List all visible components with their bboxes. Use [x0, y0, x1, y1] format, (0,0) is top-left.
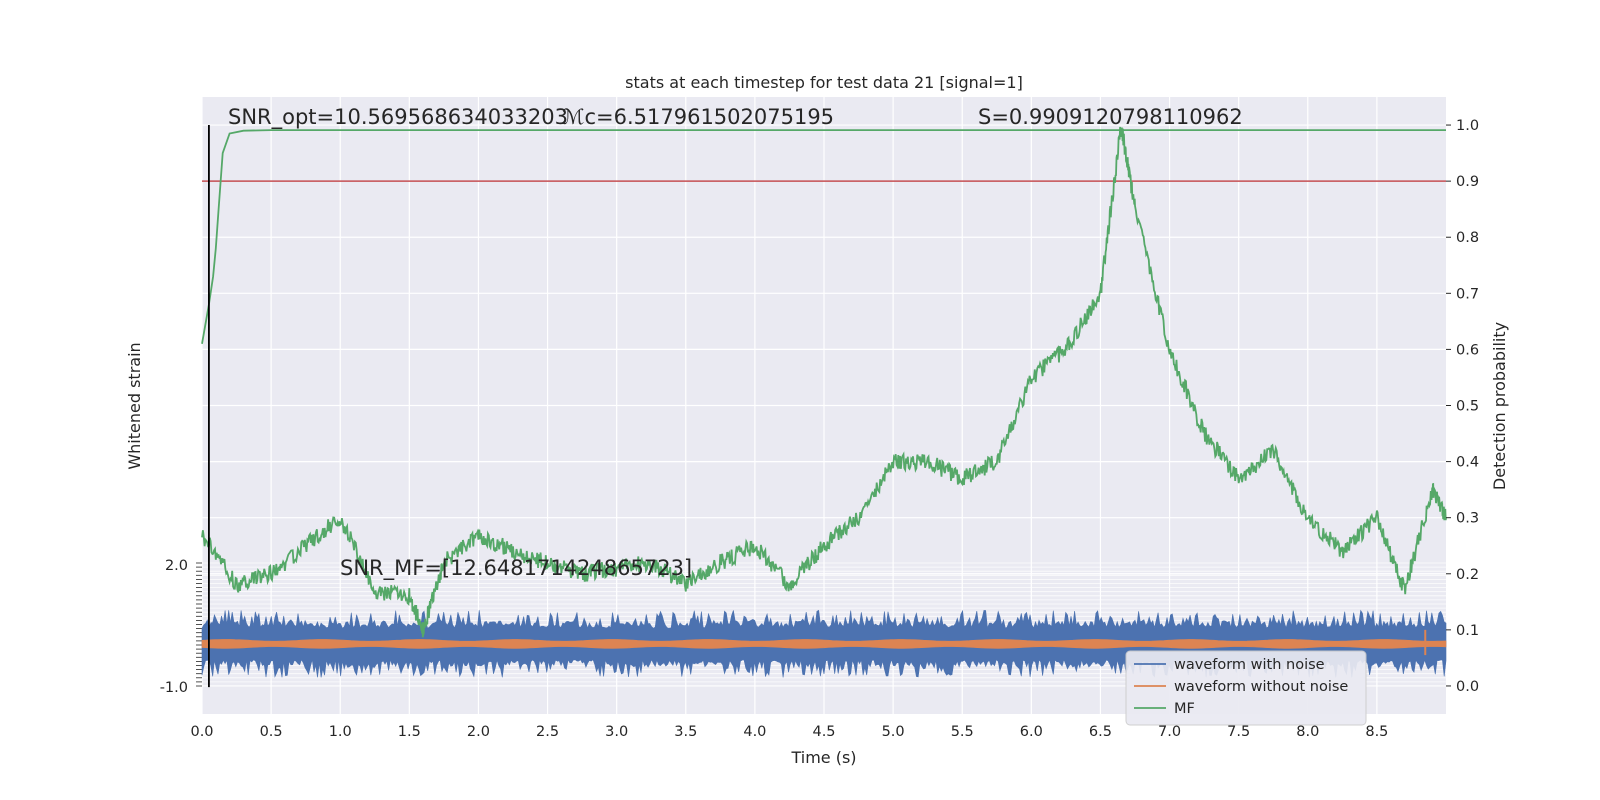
annotation-stat: S=0.9909120798110962	[978, 105, 1243, 129]
x-tick-label: 6.0	[1020, 724, 1043, 740]
legend-label-clean: waveform without noise	[1174, 679, 1348, 695]
annotation-chirp-mass: ℳc=6.517961502075195	[562, 105, 834, 129]
x-tick-label: 5.5	[951, 724, 974, 740]
right-tick-labels: 0.0 0.1 0.2 0.3 0.4 0.5 0.6 0.7 0.8 0.9 1.0	[1446, 118, 1479, 695]
right-tick-label: 0.9	[1456, 174, 1479, 190]
x-tick-label: 6.5	[1089, 724, 1112, 740]
x-axis-label: Time (s)	[790, 748, 856, 767]
legend-box	[1125, 650, 1367, 726]
mf-line	[201, 126, 1447, 638]
left-axis-label: Whitened strain	[125, 342, 144, 469]
right-tick-label: 1.0	[1456, 118, 1479, 134]
x-tick-label: 1.0	[329, 724, 352, 740]
right-tick-label: 0.8	[1456, 230, 1479, 246]
left-axis-dense-ticks	[196, 562, 202, 687]
right-tick-label: 0.7	[1456, 286, 1479, 302]
right-axis-label: Detection probability	[1490, 322, 1509, 490]
chart-title: stats at each timestep for test data 21 …	[625, 73, 1023, 92]
right-tick-label: 0.4	[1456, 455, 1479, 471]
x-tick-label: 2.0	[467, 724, 490, 740]
x-tick-label: 8.5	[1365, 724, 1388, 740]
x-tick-label: 3.0	[605, 724, 628, 740]
right-tick-label: 0.2	[1456, 567, 1479, 583]
x-tick-labels: 0.0 0.5 1.0 1.5 2.0 2.5 3.0 3.5 4.0 4.5 5.0 5.5 6.0 6…	[190, 724, 1388, 740]
legend: waveform with noise waveform without noi…	[1125, 650, 1367, 726]
x-tick-label: 0.5	[260, 724, 283, 740]
annotation-snr-opt: SNR_opt=10.569568634033203	[228, 105, 568, 130]
x-tick-label: 7.5	[1227, 724, 1250, 740]
legend-label-mf: MF	[1174, 701, 1195, 717]
series-lines	[201, 125, 1447, 688]
x-tick-label: 4.0	[743, 724, 766, 740]
left-tick-label-bottom: -1.0	[160, 680, 188, 696]
x-tick-label: 5.0	[882, 724, 905, 740]
right-tick-label: 0.0	[1456, 679, 1479, 695]
x-tick-label: 4.5	[812, 724, 835, 740]
annotation-snr-mf: SNR_MF=[12.648171424865723]	[340, 556, 692, 581]
legend-label-noise: waveform with noise	[1174, 657, 1325, 673]
x-tick-label: 0.0	[190, 724, 213, 740]
x-tick-label: 8.0	[1296, 724, 1319, 740]
waveform-without-noise	[201, 639, 1447, 649]
right-tick-label: 0.3	[1456, 511, 1479, 527]
x-tick-label: 3.5	[674, 724, 697, 740]
right-tick-label: 0.1	[1456, 623, 1479, 639]
right-tick-label: 0.5	[1456, 399, 1479, 415]
detection-probability-line	[201, 129, 1446, 344]
right-tick-label: 0.6	[1456, 342, 1479, 358]
x-tick-label: 2.5	[536, 724, 559, 740]
x-tick-label: 7.0	[1158, 724, 1181, 740]
left-tick-label-top: 2.0	[165, 558, 188, 574]
x-tick-label: 1.5	[398, 724, 421, 740]
